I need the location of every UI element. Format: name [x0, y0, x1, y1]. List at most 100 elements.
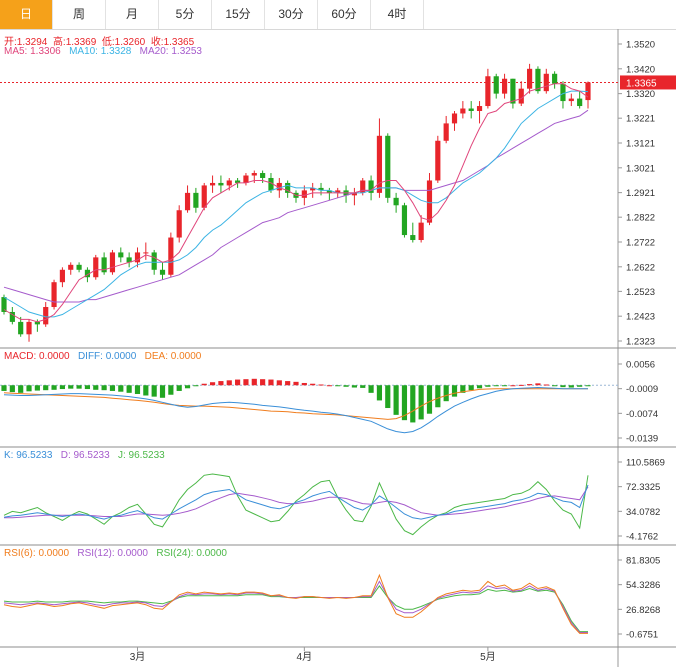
- macd-bar: [193, 385, 199, 387]
- candle-body: [418, 222, 424, 241]
- candle-body: [318, 187, 324, 191]
- macd-bar: [368, 385, 374, 393]
- macd-bar: [476, 385, 483, 389]
- macd-bar: [501, 385, 508, 387]
- candle-body: [51, 282, 57, 308]
- open-value: 1.3294: [16, 37, 48, 48]
- macd-bar: [393, 385, 399, 415]
- high-value: 1.3369: [65, 37, 97, 48]
- rsi24-label: RSI(24): 0.0000: [156, 548, 227, 559]
- tab-day[interactable]: 日: [0, 0, 53, 29]
- forex-chart[interactable]: 1.3520 1.3420 1.3320 1.3221 1.3121 1.3021 1.29…: [0, 29, 676, 667]
- candle-body: [151, 252, 157, 270]
- kdj-tick-label: 72.3325: [626, 482, 660, 493]
- candle-body: [226, 180, 232, 186]
- candle-body: [401, 205, 408, 236]
- price-tick-label: 1.3221: [626, 114, 655, 125]
- macd-bar: [76, 385, 82, 389]
- candle-body: [451, 113, 458, 124]
- dea-label: DEA: 0.0000: [144, 351, 202, 362]
- macd-bar: [59, 385, 65, 390]
- macd-bar: [301, 382, 307, 386]
- k-label: K: 96.5233: [4, 450, 53, 461]
- candle-body: [443, 123, 449, 141]
- candle-body: [543, 73, 549, 92]
- macd-bar: [485, 385, 491, 387]
- tab-5min[interactable]: 5分: [159, 0, 212, 29]
- rsi-tick-label: -0.6751: [626, 630, 658, 641]
- macd-bar: [43, 385, 49, 391]
- ma20-line: [3, 109, 589, 303]
- candle-body: [43, 307, 49, 325]
- macd-bar: [168, 385, 174, 395]
- candle-body: [268, 177, 274, 191]
- price-tick-label: 1.3121: [626, 139, 655, 150]
- tab-60min[interactable]: 60分: [318, 0, 371, 29]
- tab-30min[interactable]: 30分: [265, 0, 318, 29]
- macd-bar: [184, 385, 191, 389]
- macd-bar: [235, 379, 241, 386]
- candle-body: [84, 269, 91, 278]
- candle-body: [260, 173, 266, 178]
- candle-body: [109, 252, 116, 273]
- macd-bar: [376, 385, 383, 401]
- low-label: 低:: [101, 37, 115, 48]
- candle-body: [34, 321, 40, 325]
- macd-bar: [260, 379, 266, 386]
- candle-body: [184, 192, 191, 211]
- kdj-tick-label: -4.1762: [626, 532, 658, 543]
- macd-bar: [218, 381, 224, 386]
- tab-week[interactable]: 周: [53, 0, 106, 29]
- candle-body: [535, 68, 541, 92]
- candle-body: [560, 83, 566, 102]
- candle-body: [26, 321, 32, 335]
- candle-body: [435, 140, 441, 181]
- candle-body: [68, 264, 74, 270]
- macd-bar: [18, 385, 24, 393]
- macd-bar: [351, 385, 357, 388]
- macd-bar: [343, 385, 349, 387]
- time-tick-label: 3月: [130, 651, 146, 663]
- macd-bar: [293, 381, 299, 386]
- macd-bar: [251, 378, 257, 386]
- macd-tick-label: -0.0009: [626, 384, 658, 395]
- candle-body: [393, 197, 399, 206]
- candle-body: [18, 321, 24, 335]
- macd-bar: [126, 385, 132, 393]
- candle-body: [276, 182, 282, 191]
- macd-bar: [26, 385, 32, 392]
- candle-body: [159, 269, 166, 275]
- candle-body: [351, 192, 357, 196]
- candle-body: [218, 182, 224, 186]
- macd-bar: [527, 384, 533, 386]
- candle-body: [118, 252, 124, 258]
- macd-bar: [443, 385, 449, 402]
- price-tick-label: 1.2523: [626, 287, 655, 298]
- macd-legend: MACD: 0.0000 DIFF: 0.0000 DEA: 0.0000: [4, 351, 201, 362]
- tab-month[interactable]: 月: [106, 0, 159, 29]
- candle-body: [368, 180, 374, 193]
- candle-body: [468, 108, 474, 111]
- candle-body: [301, 190, 307, 198]
- macd-bar: [84, 385, 91, 390]
- rsi12-label: RSI(12): 0.0000: [77, 548, 148, 559]
- macd-bar: [585, 385, 591, 387]
- candle-body: [201, 185, 207, 208]
- rsi12-line: [3, 580, 588, 633]
- tab-4hour[interactable]: 4时: [371, 0, 424, 29]
- candle-body: [460, 108, 466, 114]
- candle-body: [360, 180, 366, 193]
- macd-bar: [151, 385, 157, 397]
- candle-body: [251, 173, 257, 176]
- rsi-tick-label: 26.8268: [626, 605, 660, 616]
- candle-body: [518, 88, 524, 104]
- macd-bar: [385, 385, 391, 409]
- tab-15min[interactable]: 15分: [212, 0, 265, 29]
- price-tick-label: 1.3021: [626, 163, 655, 174]
- candle-body: [143, 252, 149, 254]
- macd-bar: [410, 385, 416, 423]
- kdj-tick-label: 34.0782: [626, 507, 660, 518]
- candle-body: [76, 264, 82, 270]
- current-price-marker: [620, 75, 676, 90]
- macd-bar: [401, 385, 408, 421]
